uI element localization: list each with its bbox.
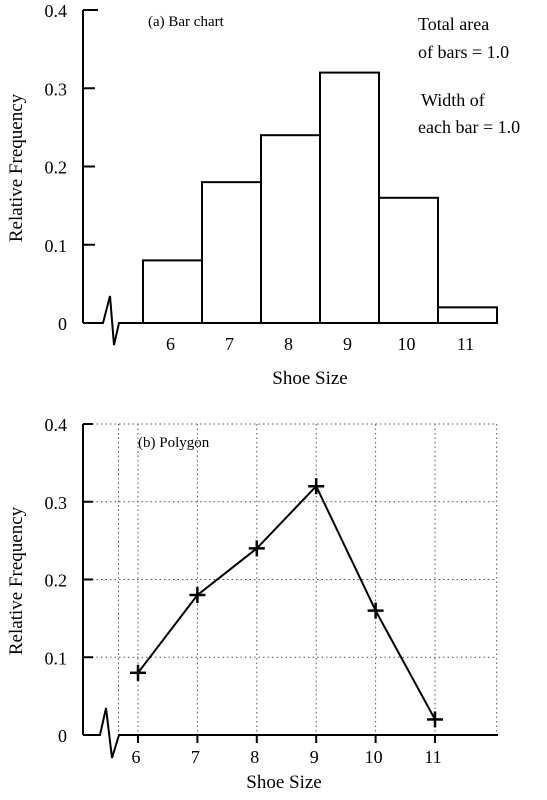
y-tick-label: 0	[58, 726, 67, 746]
bar	[319, 71, 380, 324]
plus-marker	[308, 478, 325, 495]
y-tick-label: 0.4	[45, 415, 68, 435]
bar	[260, 134, 321, 324]
plus-marker	[367, 602, 384, 619]
y-tick-label: 0.1	[45, 236, 68, 256]
bar	[378, 196, 439, 324]
annotation-line-1: Total area	[418, 14, 489, 34]
x-tick-label: 10	[398, 334, 416, 354]
x-tick-label: 9	[343, 334, 352, 354]
bar	[437, 306, 498, 325]
y-tick-label: 0.2	[45, 571, 68, 591]
plus-marker	[130, 664, 146, 681]
annotation-line-2: of bars = 1.0	[418, 42, 509, 62]
y-tick-label: 0.3	[45, 493, 68, 513]
bar	[142, 259, 203, 324]
bar	[201, 181, 262, 324]
y-tick-label: 0.4	[45, 1, 68, 21]
x-tick-label: 10	[365, 747, 383, 767]
x-tick-label: 6	[166, 334, 175, 354]
y-tick-label: 0.1	[45, 648, 68, 668]
x-tick-label: 7	[225, 334, 234, 354]
polygon-chart-panel: (b) Polygon 0 0.1 0.2 0.3 0.4 6 7 8 9 10 11 Shoe …	[6, 415, 498, 793]
plus-marker	[427, 711, 443, 728]
annotation-line-4: each bar = 1.0	[418, 117, 520, 137]
panel-a-y-axis-title: Relative Frequency	[6, 93, 27, 242]
x-axis-break-line	[83, 707, 498, 759]
x-tick-label: 8	[284, 334, 293, 354]
x-axis-break-line	[83, 295, 498, 346]
y-tick-label: 0.3	[45, 79, 68, 99]
panel-a-label: (a) Bar chart	[148, 14, 225, 30]
y-tick-label: 0	[58, 314, 67, 334]
plus-marker	[248, 540, 265, 557]
polygon-line	[137, 484, 436, 720]
plus-marker	[189, 587, 206, 604]
x-tick-label: 9	[310, 747, 319, 767]
annotation-line-3: Width of	[421, 90, 485, 110]
panel-b-label: (b) Polygon	[138, 435, 210, 451]
x-tick-label: 8	[250, 747, 259, 767]
panel-a-x-axis-title: Shoe Size	[272, 368, 347, 389]
panel-b-x-axis-title: Shoe Size	[246, 772, 321, 793]
x-tick-label: 11	[424, 747, 441, 767]
panel-b-y-axis-title: Relative Frequency	[6, 506, 27, 655]
x-tick-label: 7	[191, 747, 200, 767]
x-tick-label: 6	[132, 747, 141, 767]
bar-chart-panel: (a) Bar chart 0 0.1 0.2 0.3 0.4 6 7 8 9 10 11 Tot…	[6, 1, 520, 389]
y-tick-label: 0.2	[45, 158, 68, 178]
x-tick-label: 11	[457, 334, 474, 354]
